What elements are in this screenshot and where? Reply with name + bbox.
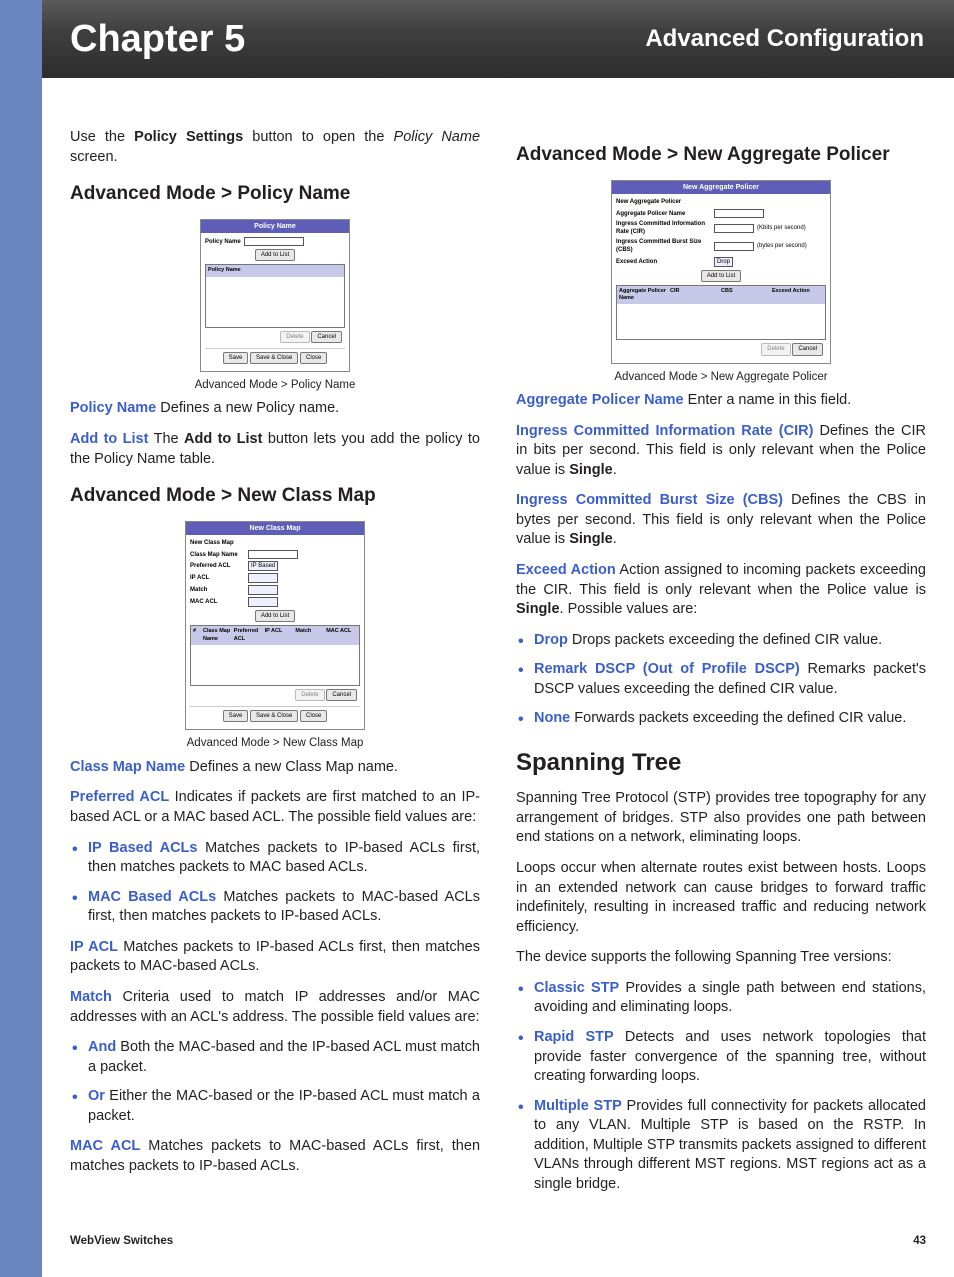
list-item: And Both the MAC-based and the IP-based …: [88, 1038, 480, 1077]
def-cbs: Ingress Committed Burst Size (CBS) Defin…: [516, 491, 926, 550]
figure-class-map: New Class Map New Class Map Class Map Na…: [70, 521, 480, 752]
def-pacl: Preferred ACL Indicates if packets are f…: [70, 788, 480, 827]
list-ea: Drop Drops packets exceeding the defined…: [516, 631, 926, 729]
list-item: Multiple STP Provides full connectivity …: [534, 1097, 926, 1195]
list-item: Remark DSCP (Out of Profile DSCP) Remark…: [534, 660, 926, 699]
figure-agg-policer: New Aggregate Policer New Aggregate Poli…: [516, 180, 926, 385]
list-match: And Both the MAC-based and the IP-based …: [70, 1038, 480, 1126]
intro-paragraph: Use the Policy Settings button to open t…: [70, 128, 480, 167]
stp-p3: The device supports the following Spanni…: [516, 948, 926, 968]
stp-p2: Loops occur when alternate routes exist …: [516, 859, 926, 937]
list-item: Classic STP Provides a single path betwe…: [534, 979, 926, 1018]
heading-policy-name: Advanced Mode > Policy Name: [70, 181, 480, 207]
fig-titlebar: Policy Name: [201, 220, 349, 233]
def-ipacl: IP ACL Matches packets to IP-based ACLs …: [70, 938, 480, 977]
footer-left: WebView Switches: [70, 1235, 173, 1247]
fig-add-btn: Add to List: [255, 249, 295, 261]
fig-input: [244, 237, 304, 246]
page-content: Use the Policy Settings button to open t…: [42, 78, 954, 1225]
list-item: Drop Drops packets exceeding the defined…: [534, 631, 926, 651]
figure-policy-name: Policy Name Policy Name Add to List Poli…: [70, 219, 480, 394]
heading-class-map: Advanced Mode > New Class Map: [70, 483, 480, 509]
fig-caption: Advanced Mode > Policy Name: [70, 378, 480, 394]
heading-spanning-tree: Spanning Tree: [516, 747, 926, 779]
chapter-title: Chapter 5: [70, 18, 245, 61]
def-cmn: Class Map Name Defines a new Class Map n…: [70, 758, 480, 778]
list-item: Or Either the MAC-based or the IP-based …: [88, 1087, 480, 1126]
list-item: Rapid STP Detects and uses network topol…: [534, 1028, 926, 1087]
page-footer: WebView Switches 43: [42, 1225, 954, 1277]
def-ea: Exceed Action Action assigned to incomin…: [516, 561, 926, 620]
def-policy-name: Policy Name Defines a new Policy name.: [70, 399, 480, 419]
def-macacl: MAC ACL Matches packets to MAC-based ACL…: [70, 1137, 480, 1176]
list-item: MAC Based ACLs Matches packets to MAC-ba…: [88, 888, 480, 927]
heading-agg-policer: Advanced Mode > New Aggregate Policer: [516, 142, 926, 168]
section-title: Advanced Configuration: [645, 25, 924, 53]
def-match: Match Criteria used to match IP addresse…: [70, 988, 480, 1027]
def-add-to-list: Add to List The Add to List button lets …: [70, 430, 480, 469]
left-stripe: [0, 0, 42, 1277]
def-apn: Aggregate Policer Name Enter a name in t…: [516, 391, 926, 411]
list-item: IP Based ACLs Matches packets to IP-base…: [88, 839, 480, 878]
footer-page-number: 43: [913, 1235, 926, 1247]
header-bar: Chapter 5 Advanced Configuration: [42, 0, 954, 78]
list-pacl: IP Based ACLs Matches packets to IP-base…: [70, 839, 480, 927]
stp-p1: Spanning Tree Protocol (STP) provides tr…: [516, 789, 926, 848]
list-item: None Forwards packets exceeding the defi…: [534, 709, 926, 729]
list-stp: Classic STP Provides a single path betwe…: [516, 979, 926, 1195]
def-cir: Ingress Committed Information Rate (CIR)…: [516, 422, 926, 481]
